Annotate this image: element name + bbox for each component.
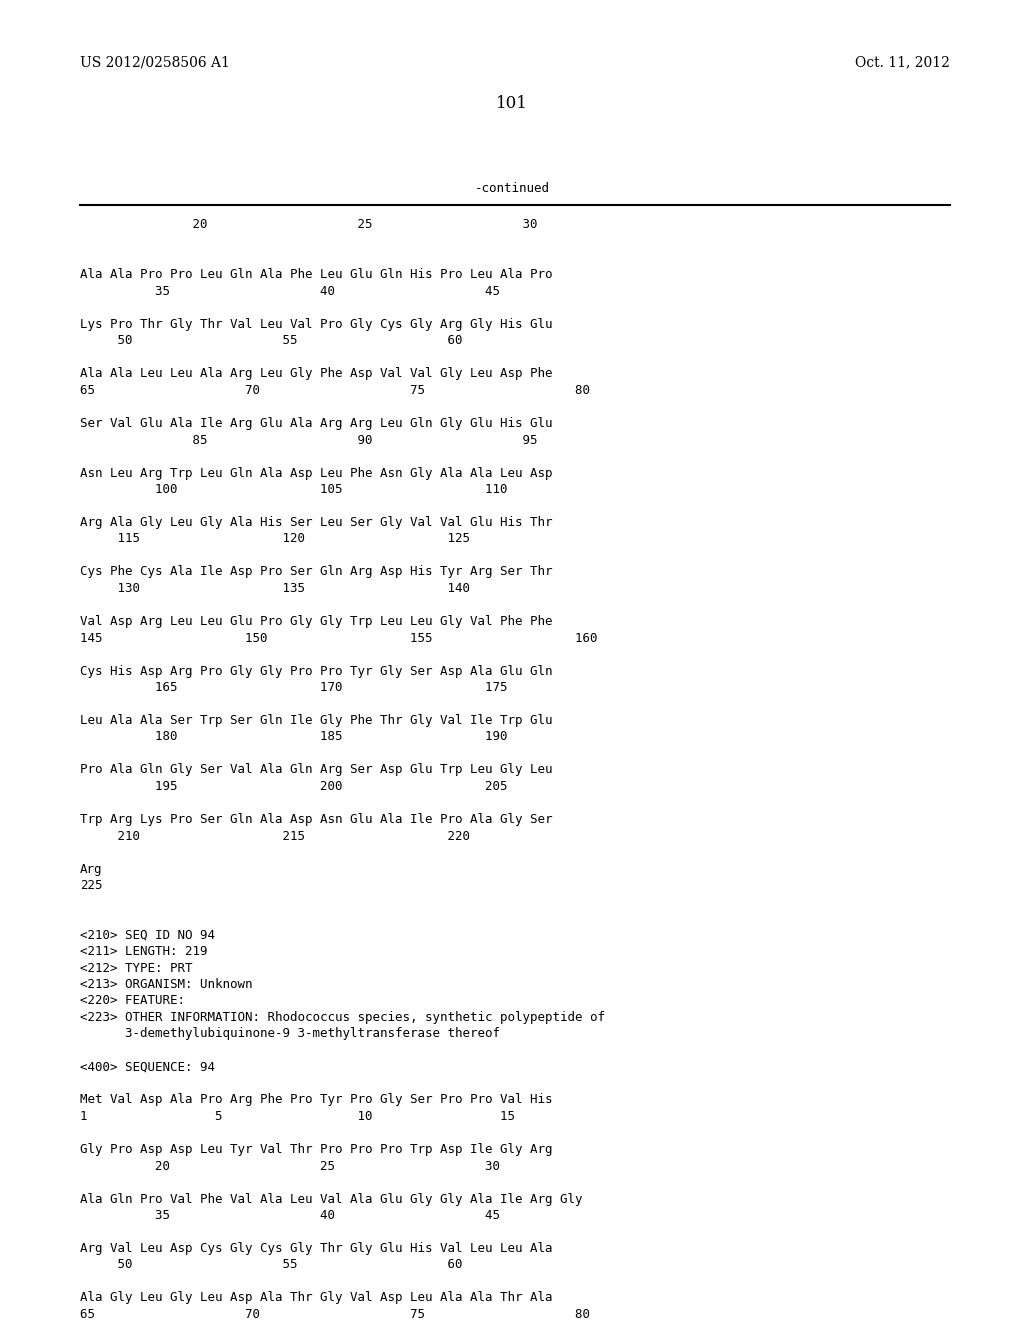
Text: 100                   105                   110: 100 105 110: [80, 483, 508, 496]
Text: 115                   120                   125: 115 120 125: [80, 532, 470, 545]
Text: Oct. 11, 2012: Oct. 11, 2012: [855, 55, 950, 69]
Text: 180                   185                   190: 180 185 190: [80, 730, 508, 743]
Text: <220> FEATURE:: <220> FEATURE:: [80, 994, 185, 1007]
Text: Lys Pro Thr Gly Thr Val Leu Val Pro Gly Cys Gly Arg Gly His Glu: Lys Pro Thr Gly Thr Val Leu Val Pro Gly …: [80, 318, 553, 331]
Text: 20                    25                    30: 20 25 30: [80, 1159, 500, 1172]
Text: 101: 101: [496, 95, 528, 112]
Text: <213> ORGANISM: Unknown: <213> ORGANISM: Unknown: [80, 978, 253, 991]
Text: <400> SEQUENCE: 94: <400> SEQUENCE: 94: [80, 1060, 215, 1073]
Text: 50                    55                    60: 50 55 60: [80, 1258, 463, 1271]
Text: 65                    70                    75                    80: 65 70 75 80: [80, 1308, 590, 1320]
Text: Asn Leu Arg Trp Leu Gln Ala Asp Leu Phe Asn Gly Ala Ala Leu Asp: Asn Leu Arg Trp Leu Gln Ala Asp Leu Phe …: [80, 466, 553, 479]
Text: 20                    25                    30: 20 25 30: [80, 218, 538, 231]
Text: Gly Pro Asp Asp Leu Tyr Val Thr Pro Pro Pro Trp Asp Ile Gly Arg: Gly Pro Asp Asp Leu Tyr Val Thr Pro Pro …: [80, 1143, 553, 1156]
Text: 225: 225: [80, 879, 102, 892]
Text: Leu Ala Ala Ser Trp Ser Gln Ile Gly Phe Thr Gly Val Ile Trp Glu: Leu Ala Ala Ser Trp Ser Gln Ile Gly Phe …: [80, 714, 553, 727]
Text: <211> LENGTH: 219: <211> LENGTH: 219: [80, 945, 208, 958]
Text: Arg Ala Gly Leu Gly Ala His Ser Leu Ser Gly Val Val Glu His Thr: Arg Ala Gly Leu Gly Ala His Ser Leu Ser …: [80, 516, 553, 529]
Text: Ala Gly Leu Gly Leu Asp Ala Thr Gly Val Asp Leu Ala Ala Thr Ala: Ala Gly Leu Gly Leu Asp Ala Thr Gly Val …: [80, 1291, 553, 1304]
Text: <210> SEQ ID NO 94: <210> SEQ ID NO 94: [80, 928, 215, 941]
Text: Ala Gln Pro Val Phe Val Ala Leu Val Ala Glu Gly Gly Ala Ile Arg Gly: Ala Gln Pro Val Phe Val Ala Leu Val Ala …: [80, 1192, 583, 1205]
Text: 35                    40                    45: 35 40 45: [80, 285, 500, 298]
Text: 165                   170                   175: 165 170 175: [80, 681, 508, 694]
Text: Val Asp Arg Leu Leu Glu Pro Gly Gly Trp Leu Leu Gly Val Phe Phe: Val Asp Arg Leu Leu Glu Pro Gly Gly Trp …: [80, 615, 553, 628]
Text: 3-demethylubiquinone-9 3-methyltransferase thereof: 3-demethylubiquinone-9 3-methyltransfera…: [80, 1027, 500, 1040]
Text: Ala Ala Leu Leu Ala Arg Leu Gly Phe Asp Val Val Gly Leu Asp Phe: Ala Ala Leu Leu Ala Arg Leu Gly Phe Asp …: [80, 367, 553, 380]
Text: 1                 5                  10                 15: 1 5 10 15: [80, 1110, 515, 1123]
Text: Arg: Arg: [80, 862, 102, 875]
Text: <212> TYPE: PRT: <212> TYPE: PRT: [80, 961, 193, 974]
Text: <223> OTHER INFORMATION: Rhodococcus species, synthetic polypeptide of: <223> OTHER INFORMATION: Rhodococcus spe…: [80, 1011, 605, 1024]
Text: 130                   135                   140: 130 135 140: [80, 582, 470, 595]
Text: Arg Val Leu Asp Cys Gly Cys Gly Thr Gly Glu His Val Leu Leu Ala: Arg Val Leu Asp Cys Gly Cys Gly Thr Gly …: [80, 1242, 553, 1255]
Text: Pro Ala Gln Gly Ser Val Ala Gln Arg Ser Asp Glu Trp Leu Gly Leu: Pro Ala Gln Gly Ser Val Ala Gln Arg Ser …: [80, 763, 553, 776]
Text: Met Val Asp Ala Pro Arg Phe Pro Tyr Pro Gly Ser Pro Pro Val His: Met Val Asp Ala Pro Arg Phe Pro Tyr Pro …: [80, 1093, 553, 1106]
Text: 50                    55                    60: 50 55 60: [80, 334, 463, 347]
Text: Trp Arg Lys Pro Ser Gln Ala Asp Asn Glu Ala Ile Pro Ala Gly Ser: Trp Arg Lys Pro Ser Gln Ala Asp Asn Glu …: [80, 813, 553, 826]
Text: 145                   150                   155                   160: 145 150 155 160: [80, 631, 597, 644]
Text: 85                    90                    95: 85 90 95: [80, 433, 538, 446]
Text: -continued: -continued: [474, 182, 550, 195]
Text: 210                   215                   220: 210 215 220: [80, 829, 470, 842]
Text: 35                    40                    45: 35 40 45: [80, 1209, 500, 1222]
Text: Ala Ala Pro Pro Leu Gln Ala Phe Leu Glu Gln His Pro Leu Ala Pro: Ala Ala Pro Pro Leu Gln Ala Phe Leu Glu …: [80, 268, 553, 281]
Text: Cys His Asp Arg Pro Gly Gly Pro Pro Tyr Gly Ser Asp Ala Glu Gln: Cys His Asp Arg Pro Gly Gly Pro Pro Tyr …: [80, 664, 553, 677]
Text: 195                   200                   205: 195 200 205: [80, 780, 508, 793]
Text: Ser Val Glu Ala Ile Arg Glu Ala Arg Arg Leu Gln Gly Glu His Glu: Ser Val Glu Ala Ile Arg Glu Ala Arg Arg …: [80, 417, 553, 430]
Text: 65                    70                    75                    80: 65 70 75 80: [80, 384, 590, 397]
Text: US 2012/0258506 A1: US 2012/0258506 A1: [80, 55, 229, 69]
Text: Cys Phe Cys Ala Ile Asp Pro Ser Gln Arg Asp His Tyr Arg Ser Thr: Cys Phe Cys Ala Ile Asp Pro Ser Gln Arg …: [80, 565, 553, 578]
